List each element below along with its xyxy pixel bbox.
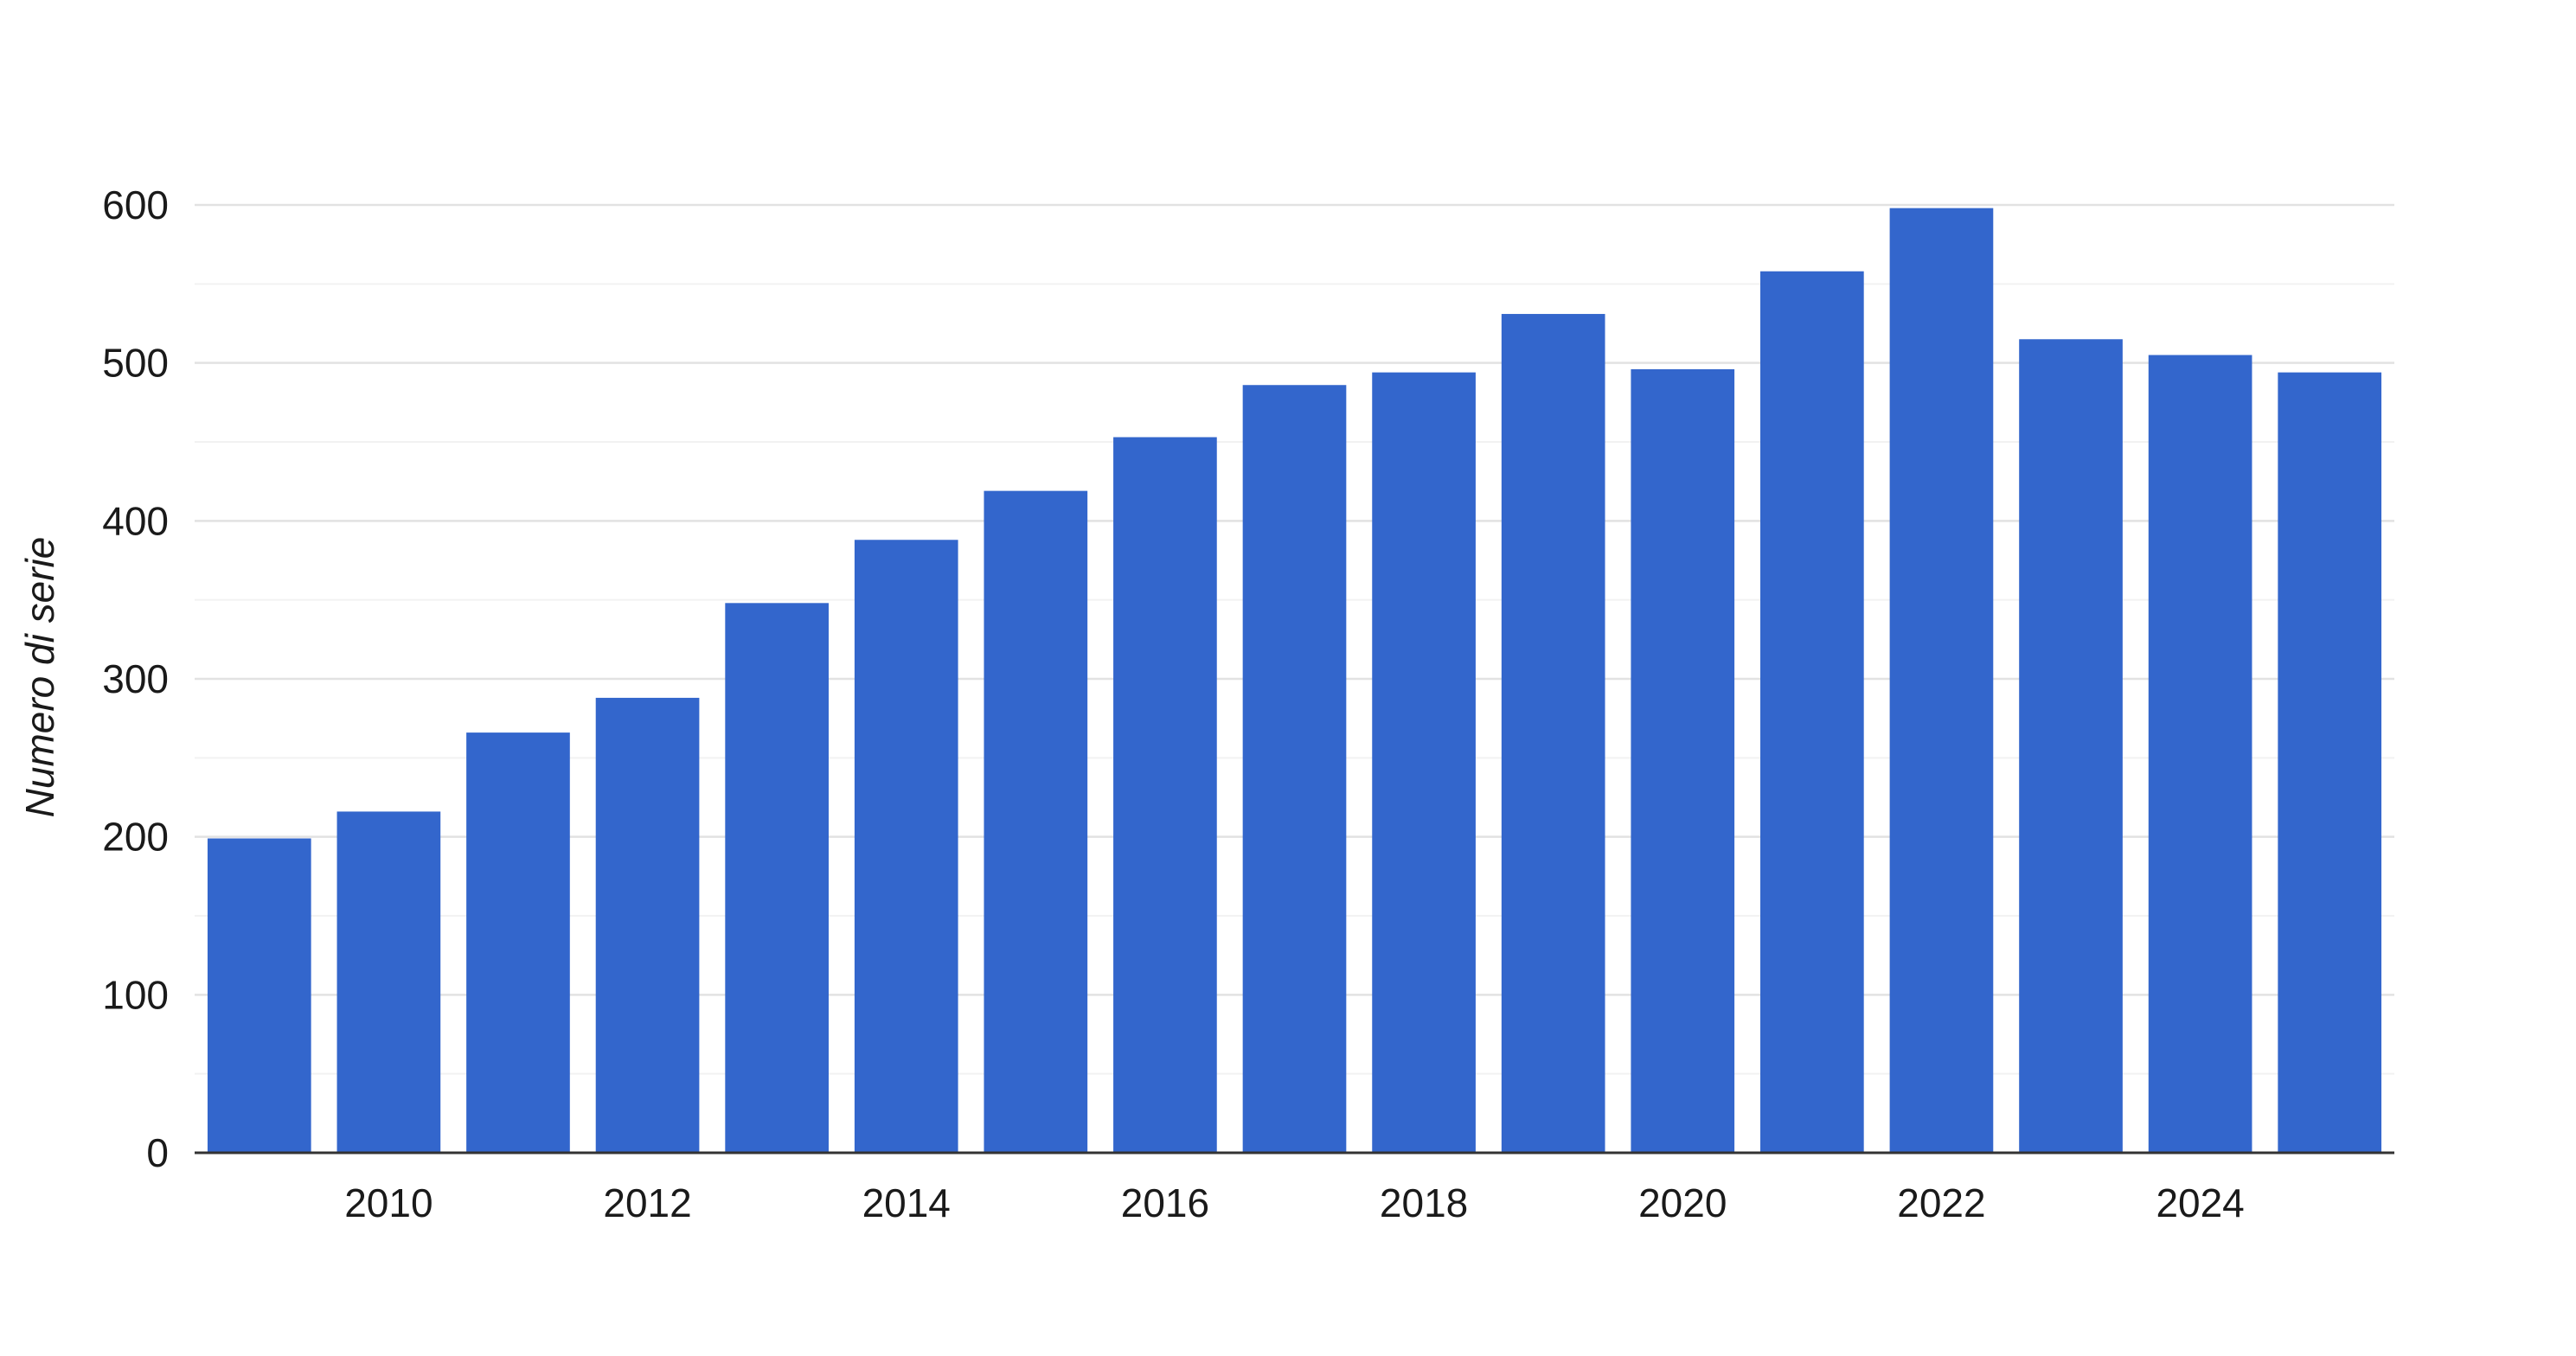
bar-2017 (1242, 385, 1347, 1153)
y-axis-title: Numero di serie (17, 537, 62, 818)
y-tick-label: 500 (102, 341, 169, 386)
bar-2018 (1372, 372, 1476, 1153)
bar-2016 (1113, 437, 1217, 1153)
bar-2010 (336, 811, 441, 1153)
bar-2009 (207, 838, 311, 1153)
x-tick-label: 2022 (1897, 1180, 1985, 1225)
bars (207, 208, 2382, 1154)
x-tick-label: 2024 (2156, 1180, 2244, 1225)
x-tick-label: 2020 (1638, 1180, 1727, 1225)
x-tick-label: 2012 (603, 1180, 691, 1225)
bar-2021 (1760, 271, 1864, 1154)
bar-2023 (2019, 339, 2123, 1153)
bar-2011 (466, 732, 570, 1153)
x-tick-labels: 2010 2012 2014 2016 2018 2020 2022 2024 (344, 1180, 2245, 1225)
bar-2022 (1889, 208, 1994, 1154)
bar-2013 (725, 603, 829, 1153)
y-tick-labels: 0 100 200 300 400 500 600 (102, 182, 169, 1175)
y-tick-label: 300 (102, 656, 169, 701)
bar-2014 (854, 540, 958, 1153)
x-tick-label: 2016 (1121, 1180, 1209, 1225)
x-tick-label: 2014 (862, 1180, 951, 1225)
x-tick-label: 2018 (1380, 1180, 1468, 1225)
y-tick-label: 600 (102, 182, 169, 227)
bar-2012 (595, 697, 700, 1153)
y-tick-label: 0 (146, 1130, 169, 1175)
y-tick-label: 400 (102, 498, 169, 543)
y-tick-label: 200 (102, 815, 169, 860)
y-tick-label: 100 (102, 972, 169, 1017)
bar-2019 (1501, 314, 1605, 1153)
x-tick-label: 2010 (344, 1180, 433, 1225)
bar-2015 (984, 490, 1088, 1153)
bar-2024 (2148, 355, 2252, 1153)
bar-2020 (1631, 368, 1735, 1153)
bar-2025 (2278, 372, 2382, 1153)
